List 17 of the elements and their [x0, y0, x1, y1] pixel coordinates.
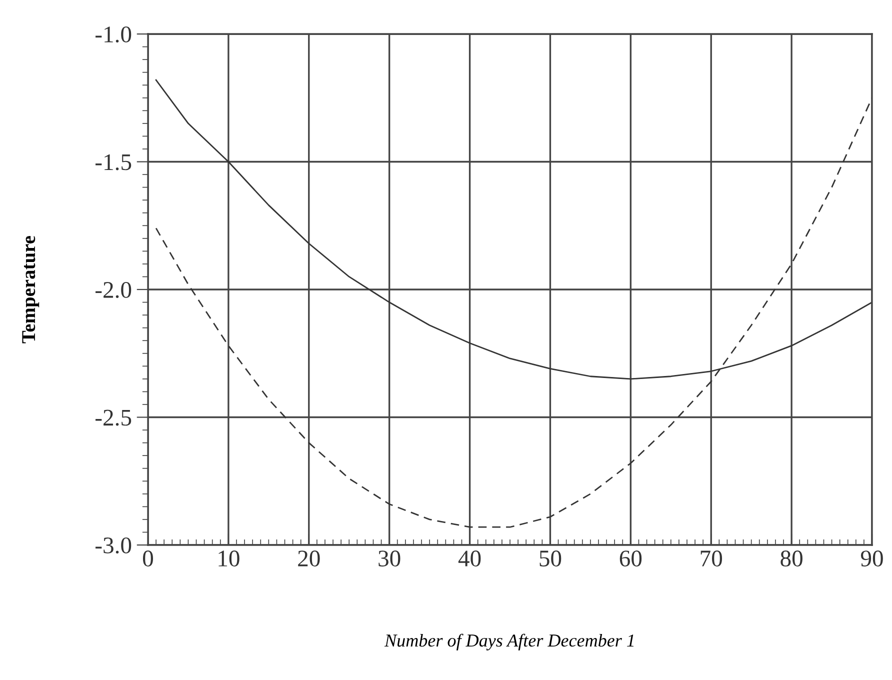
x-tick-label: 60	[620, 550, 642, 566]
x-tick-label: 50	[540, 550, 562, 566]
x-tick-label: 0	[142, 550, 154, 566]
x-tick-label: 40	[458, 550, 481, 566]
x-tick-label: 70	[700, 550, 722, 566]
y-tick-label: -2.5	[96, 410, 132, 426]
y-axis-title: Temperature	[22, 236, 40, 344]
x-tick-label: 80	[780, 550, 802, 566]
x-tick-label: 20	[298, 550, 320, 566]
x-tick-label: 30	[378, 550, 400, 566]
x-axis-title: Number of Days After December 1	[384, 634, 634, 650]
y-tick-label: -2.0	[96, 282, 132, 298]
y-tick-label: -1.0	[96, 26, 132, 43]
y-tick-label: -3.0	[96, 537, 132, 554]
x-tick-label: 10	[218, 550, 240, 566]
y-tick-label: -1.5	[96, 154, 132, 170]
x-tick-label: 90	[860, 550, 883, 566]
